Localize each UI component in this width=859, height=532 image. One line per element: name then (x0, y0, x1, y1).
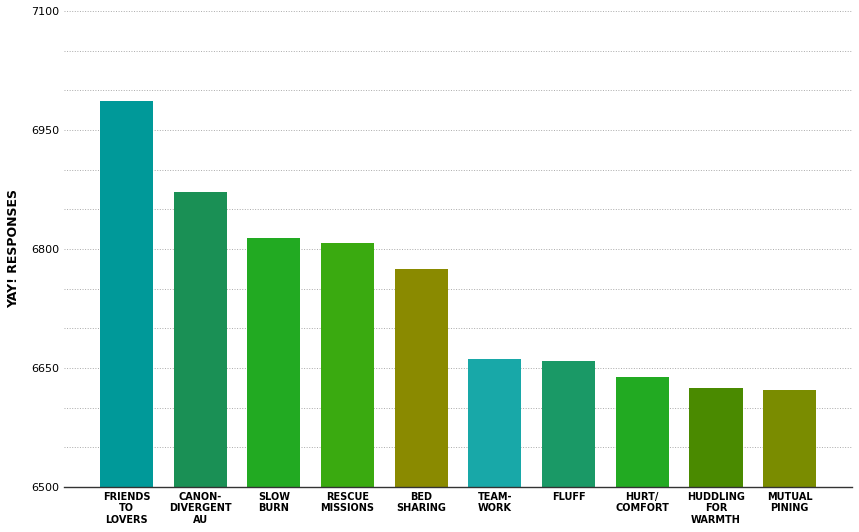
Bar (174, 192, 227, 487)
Bar (394, 269, 448, 487)
Bar (321, 243, 374, 487)
Bar (100, 101, 153, 487)
Bar (542, 361, 595, 487)
Bar (247, 238, 301, 487)
Bar (468, 359, 521, 487)
Bar (616, 377, 669, 487)
Y-axis label: YAY! RESPONSES: YAY! RESPONSES (7, 189, 20, 309)
Bar (690, 388, 742, 487)
Bar (763, 390, 816, 487)
